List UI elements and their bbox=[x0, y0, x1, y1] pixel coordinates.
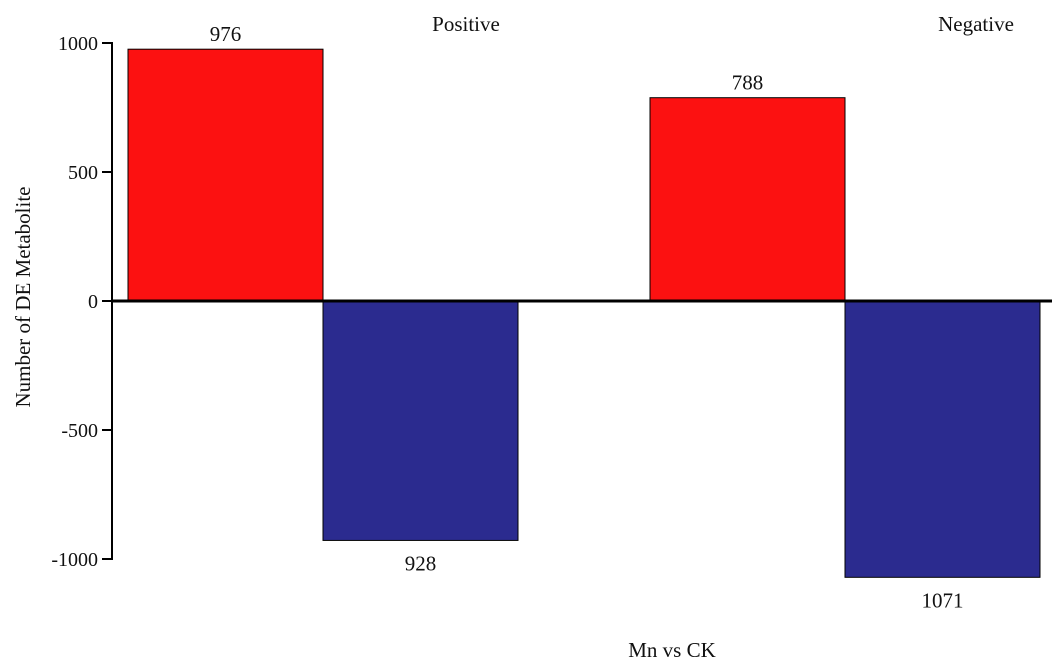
panel-labels: Positive Negative bbox=[432, 12, 1014, 36]
x-axis-title: Mn vs CK bbox=[628, 638, 716, 662]
panel-label: Negative bbox=[938, 12, 1014, 36]
bar bbox=[127, 48, 324, 302]
y-axis-title: Number of DE Metabolite bbox=[11, 186, 35, 407]
bar-value-label: 928 bbox=[405, 551, 437, 575]
bar bbox=[322, 300, 519, 541]
bar-value-label: 1071 bbox=[922, 588, 964, 612]
bar bbox=[649, 97, 846, 302]
y-tick-label: -1000 bbox=[51, 549, 98, 571]
bar-value-label: 976 bbox=[210, 22, 242, 46]
y-tick-label: 0 bbox=[88, 291, 98, 313]
bar-value-label: 788 bbox=[732, 71, 764, 95]
bar bbox=[844, 300, 1041, 578]
panel-label: Positive bbox=[432, 12, 500, 36]
y-tick-label: 500 bbox=[68, 162, 98, 184]
bar-labels: 976 928 788 1071 bbox=[210, 22, 964, 612]
y-axis: 1000 500 0 -500 -1000 bbox=[51, 33, 113, 571]
y-tick-label: -500 bbox=[61, 420, 98, 442]
bars bbox=[127, 48, 1041, 578]
y-tick-label: 1000 bbox=[58, 33, 98, 55]
